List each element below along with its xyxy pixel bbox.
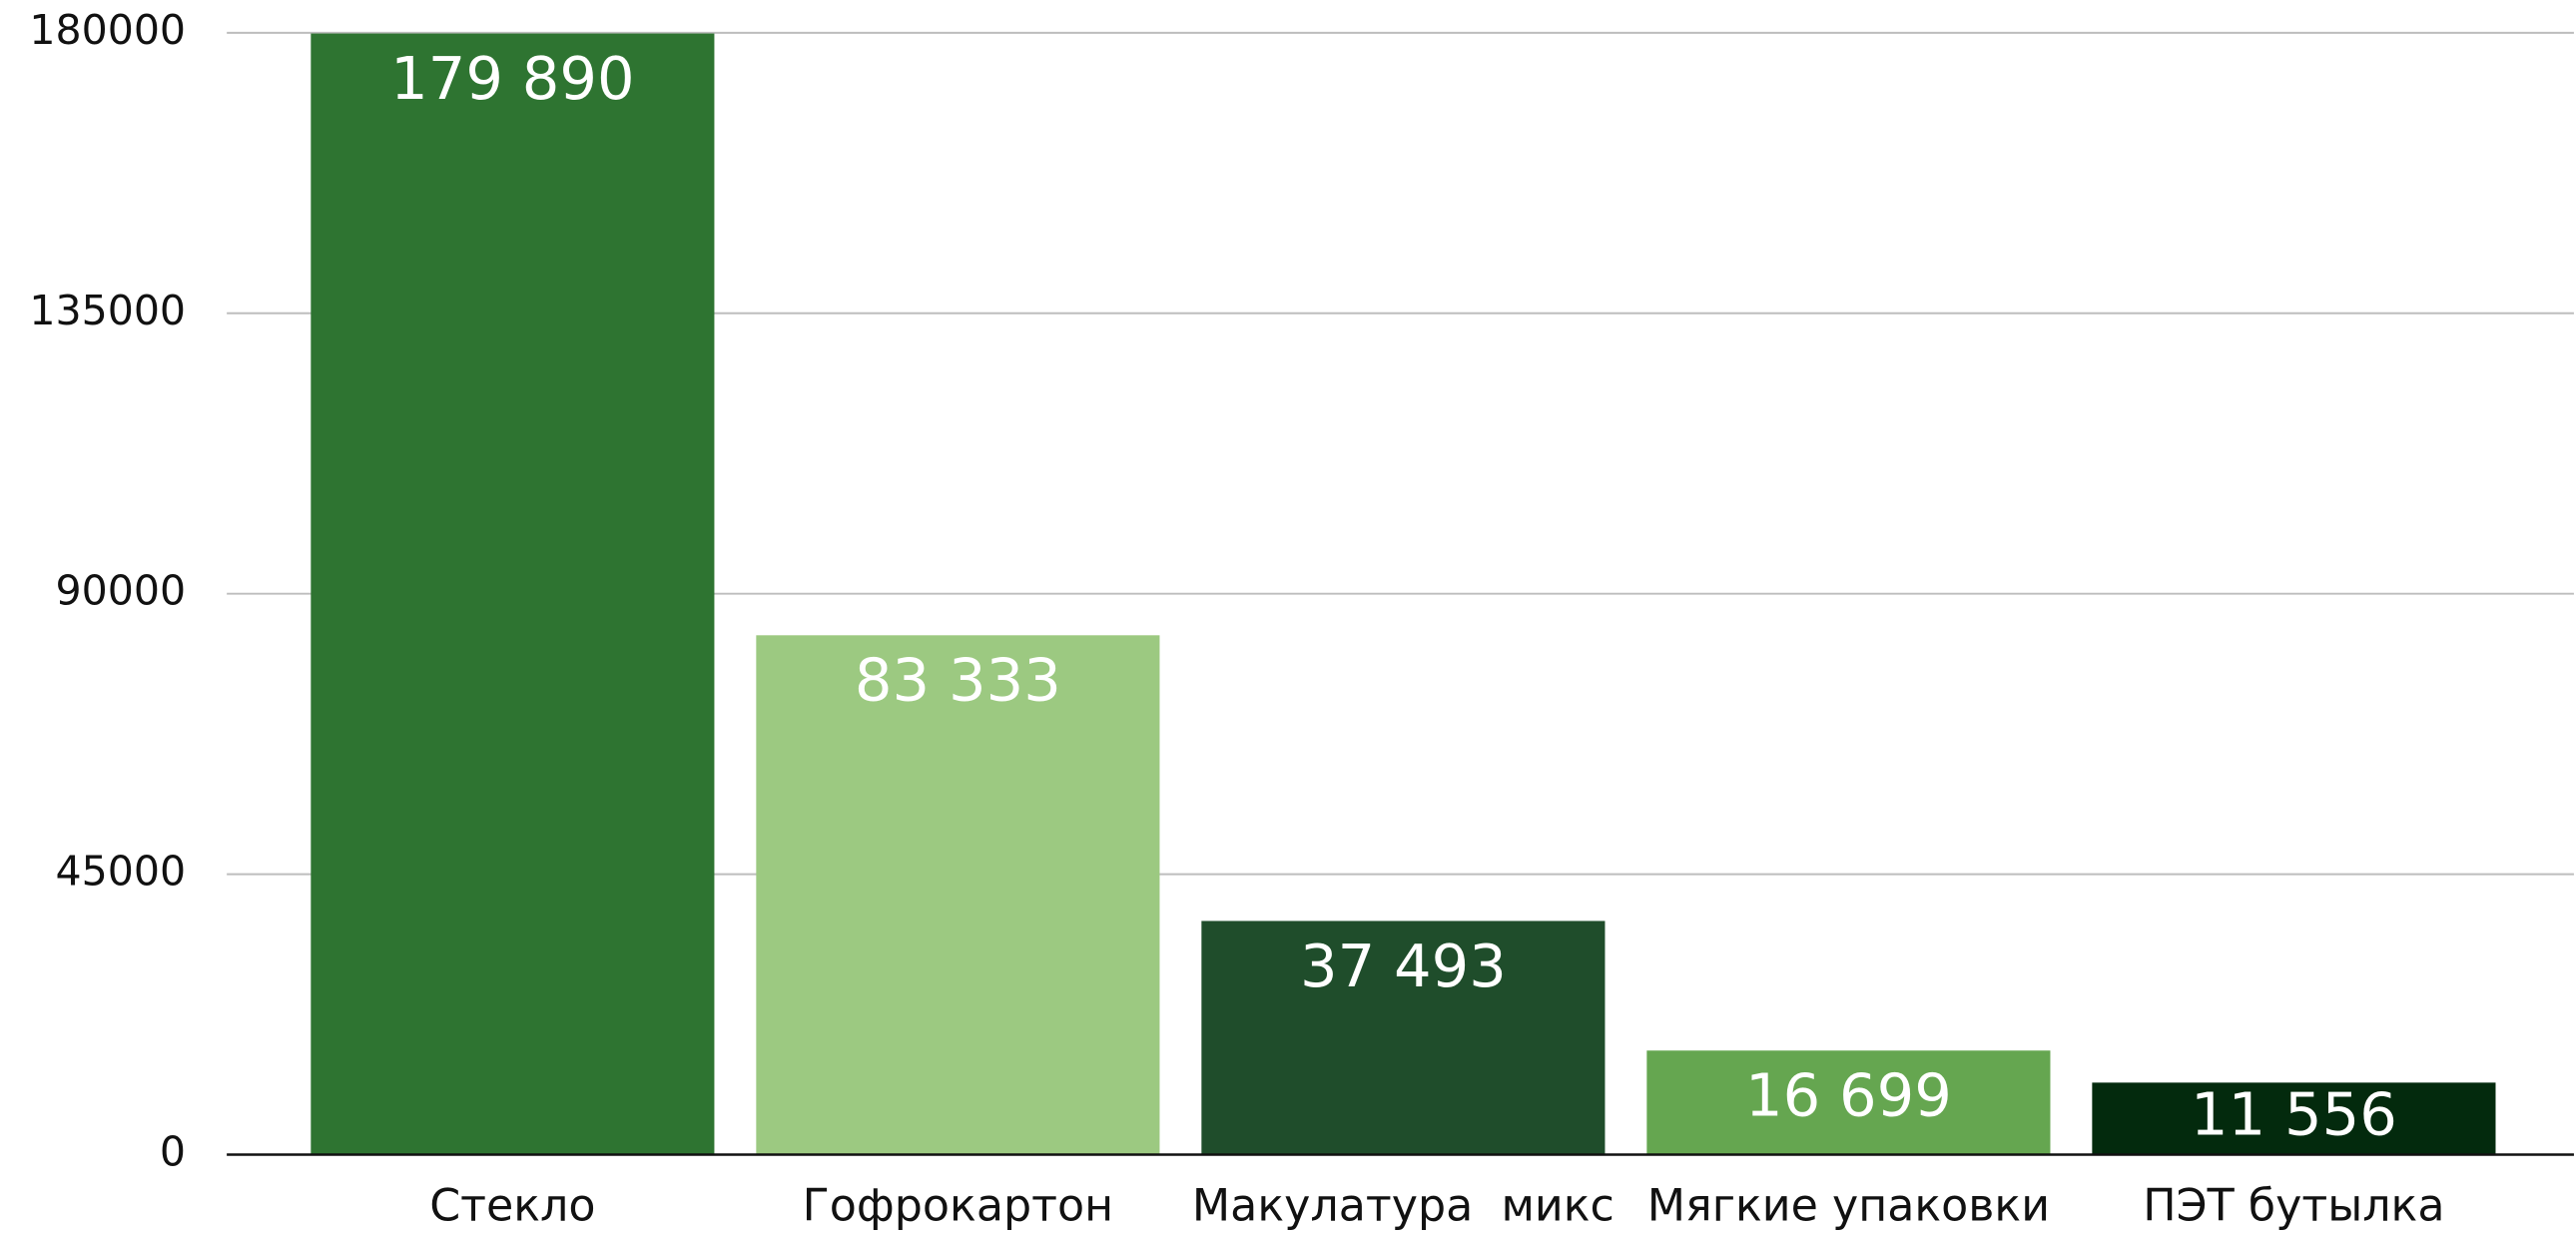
x-tick-label: Стекло [429, 1181, 595, 1232]
y-tick-label: 180000 [29, 6, 186, 54]
value-label: 83 333 [855, 646, 1061, 715]
value-label: 179 890 [390, 44, 635, 113]
x-tick-label: ПЭТ бутылка [2143, 1181, 2444, 1232]
value-label: 11 556 [2191, 1080, 2397, 1149]
y-tick-label: 45000 [55, 848, 186, 896]
bar [1646, 1050, 2051, 1155]
x-tick-label: Макулатура микс [1192, 1181, 1614, 1232]
bar [1201, 921, 1606, 1155]
value-label: 16 699 [1745, 1061, 1952, 1130]
y-tick-label: 0 [160, 1128, 186, 1176]
y-tick-label: 90000 [55, 567, 186, 615]
bar [756, 635, 1160, 1155]
value-label: 37 493 [1300, 931, 1507, 1000]
y-tick-label: 135000 [29, 287, 186, 334]
x-tick-label: Мягкие упаковки [1647, 1181, 2050, 1232]
bar [311, 33, 715, 1155]
bar [2092, 1082, 2496, 1155]
x-tick-label: Гофрокартон [803, 1181, 1113, 1232]
